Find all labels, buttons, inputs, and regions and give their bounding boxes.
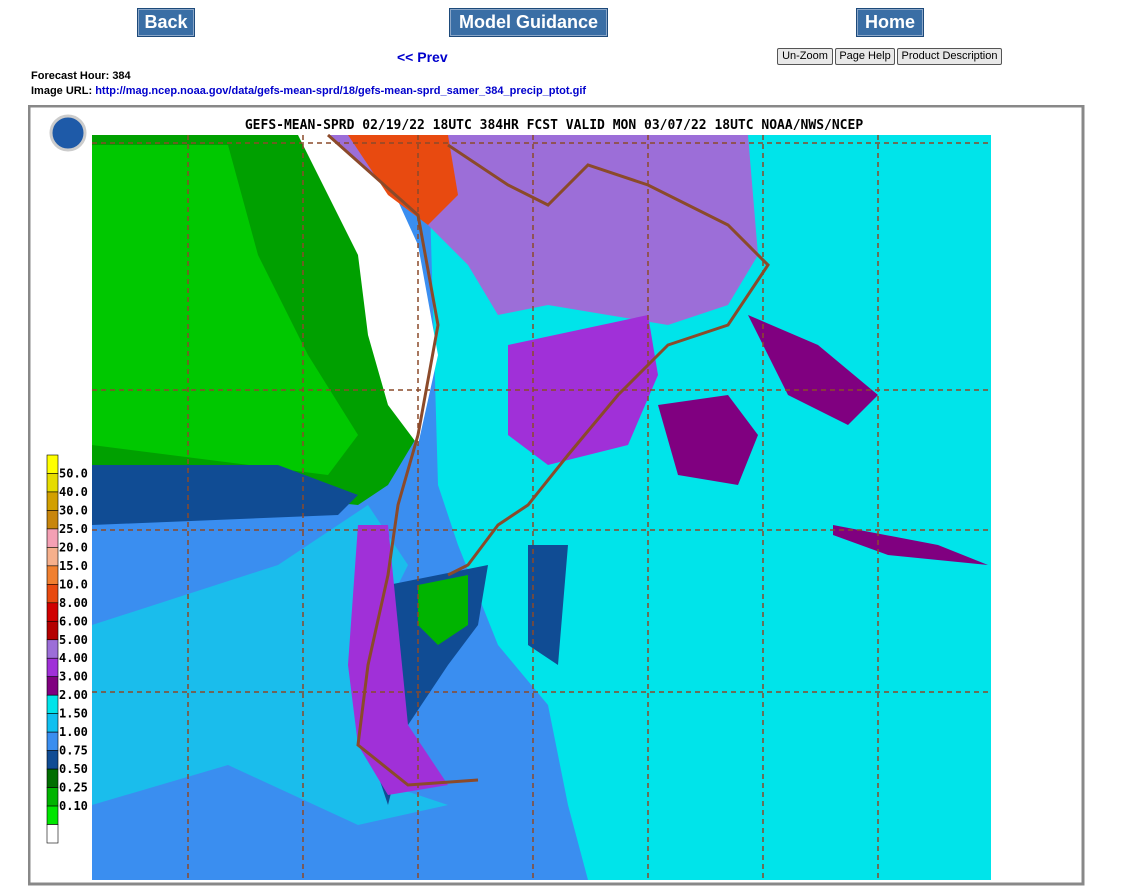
legend-swatch: [46, 787, 59, 807]
value: 384: [112, 70, 131, 82]
legend-swatch: [46, 528, 59, 548]
legend-label: 0.75: [59, 744, 88, 758]
legend-swatch: [46, 584, 59, 604]
legend-label: 10.0: [59, 577, 88, 591]
forecast-hour: Forecast Hour: 384: [31, 70, 131, 82]
legend-swatch: [46, 657, 59, 678]
legend-swatch: [46, 694, 59, 714]
legend-label: 15.0: [59, 559, 88, 573]
legend-label: 30.0: [59, 503, 88, 517]
legend-label: 0.25: [59, 781, 88, 795]
image-url: Image URL: http://mag.ncep.noaa.gov/data…: [31, 85, 586, 97]
grid: [92, 135, 991, 880]
coastline: [327, 133, 770, 787]
legend-label: 40.0: [59, 485, 88, 499]
unzoom-button[interactable]: Un-Zoom: [777, 48, 833, 65]
map-image: GEFS-MEAN-SPRD 02/19/22 18UTC 384HR FCST…: [28, 105, 1085, 886]
legend-label: 2.00: [59, 688, 88, 702]
model-guidance-button[interactable]: Model Guidance: [450, 9, 607, 36]
legend-swatch: [46, 731, 59, 751]
legend-label: 4.00: [59, 651, 88, 665]
legend-label: 6.00: [59, 614, 88, 628]
legend-label: 8.00: [59, 596, 88, 610]
legend-swatch: [46, 824, 59, 844]
legend-swatch: [46, 454, 59, 474]
label: Forecast Hour:: [31, 70, 110, 82]
legend-label: 50.0: [59, 466, 88, 480]
prev-link[interactable]: << Prev: [397, 49, 448, 65]
legend-swatch: [46, 547, 59, 567]
legend-swatch: [46, 750, 59, 770]
legend-label: 3.00: [59, 670, 88, 684]
map-title: GEFS-MEAN-SPRD 02/19/22 18UTC 384HR FCST…: [245, 118, 863, 133]
home-button[interactable]: Home: [857, 9, 923, 36]
legend-swatch: [46, 602, 59, 622]
back-button[interactable]: Back: [138, 9, 194, 36]
product-description-button[interactable]: Product Description: [897, 48, 1002, 65]
legend-label: 0.50: [59, 762, 88, 776]
page-help-button[interactable]: Page Help: [835, 48, 895, 65]
legend-label: 5.00: [59, 633, 88, 647]
legend-label: 1.00: [59, 725, 88, 739]
legend-swatch: [46, 510, 59, 530]
legend: 50.0 40.0 30.0 25.0 20.0 15.0 10.0 8.00 6.00 5.00…: [46, 454, 88, 844]
legend-swatch: [46, 565, 59, 585]
legend-label: 1.50: [59, 707, 88, 721]
legend-label: 0.10: [59, 799, 88, 813]
legend-swatch: [46, 768, 59, 788]
legend-swatch: [46, 620, 59, 641]
legend-label: 25.0: [59, 522, 88, 536]
legend-swatch: [46, 713, 59, 733]
noaa-logo: [49, 114, 87, 152]
legend-swatch: [46, 491, 59, 511]
label: Image URL:: [31, 85, 93, 97]
legend-swatch: [46, 473, 59, 493]
legend-swatch: [46, 676, 59, 696]
legend-label: 20.0: [59, 540, 88, 554]
legend-swatch: [46, 639, 59, 659]
legend-swatch: [46, 805, 59, 825]
image-link[interactable]: http://mag.ncep.noaa.gov/data/gefs-mean-…: [95, 85, 587, 97]
map-field: [92, 135, 991, 880]
